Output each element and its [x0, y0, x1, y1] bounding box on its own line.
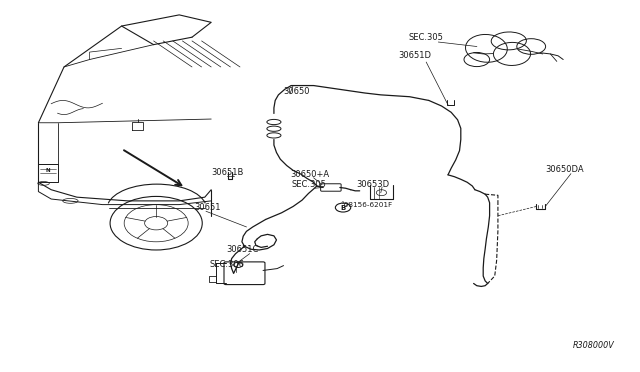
Text: SEC.306: SEC.306: [210, 260, 245, 269]
Text: 30653D: 30653D: [356, 180, 389, 189]
Text: °08156-6201F: °08156-6201F: [340, 202, 392, 208]
Text: 30651: 30651: [195, 203, 221, 212]
Text: 30651B: 30651B: [211, 169, 244, 177]
Text: 30651C: 30651C: [226, 245, 259, 254]
Text: 30650: 30650: [284, 87, 310, 96]
Text: B: B: [340, 205, 346, 211]
Text: 30651D: 30651D: [398, 51, 431, 60]
Text: N: N: [45, 167, 51, 173]
Text: SEC.305: SEC.305: [408, 33, 443, 42]
Text: 30650DA: 30650DA: [545, 165, 584, 174]
Text: R308000V: R308000V: [573, 341, 614, 350]
Text: SEC.305: SEC.305: [292, 180, 326, 189]
Text: 30650+A: 30650+A: [290, 170, 329, 179]
